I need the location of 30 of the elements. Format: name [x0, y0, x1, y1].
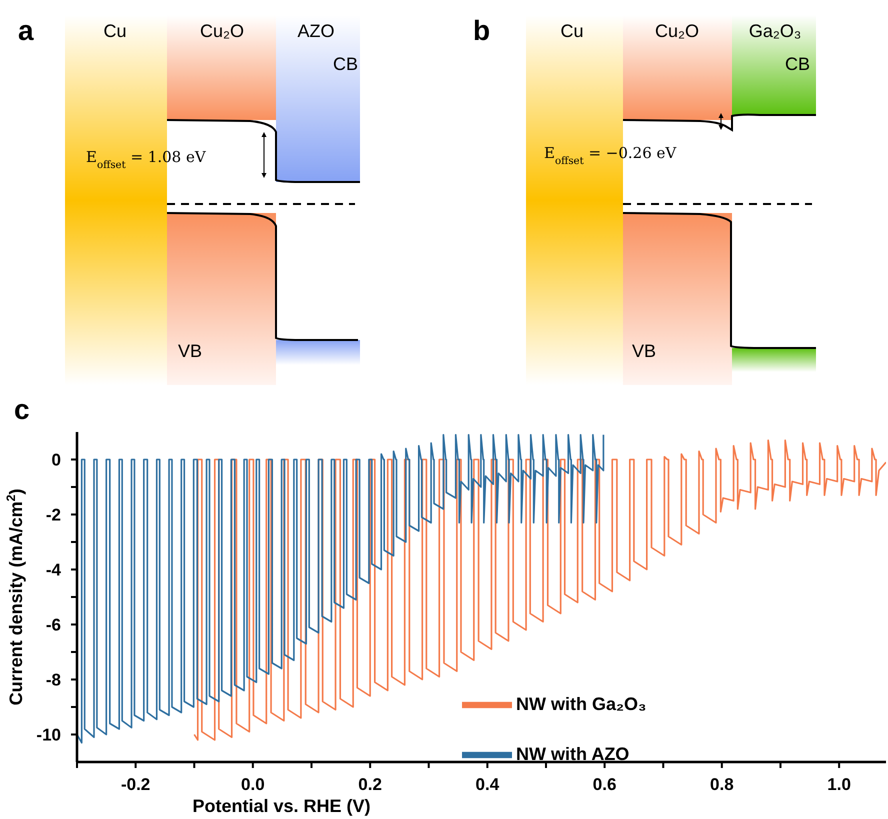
x-tick-label: 0.4 — [476, 775, 500, 794]
text: VB — [178, 341, 202, 361]
x-axis-title: Potential vs. RHE (V) — [192, 796, 371, 816]
y-tick-label: -6 — [46, 616, 61, 634]
legend-label: NW with AZO — [516, 744, 630, 764]
x-tick-label: 0.0 — [241, 775, 265, 794]
y-tick-label: -10 — [36, 726, 61, 744]
x-tick-label: 0.2 — [358, 775, 382, 794]
line-series — [193, 439, 886, 741]
text: a — [18, 15, 34, 46]
text: Cu₂O — [655, 21, 699, 41]
y-tick-label: -8 — [46, 670, 61, 690]
text: Cu — [560, 21, 584, 41]
chart-title: c — [14, 394, 30, 426]
y-tick-label: 0 — [52, 450, 61, 470]
x-tick-label: 1.0 — [827, 775, 851, 794]
text: Cu — [103, 21, 127, 41]
x-tick-label: 0.6 — [592, 775, 616, 794]
text: AZO — [297, 21, 335, 41]
x-tick-label: 0.8 — [710, 775, 734, 794]
text: Cu₂O — [200, 21, 244, 41]
x-tick-label: -0.2 — [120, 775, 150, 794]
legend-label: NW with Ga₂O₃ — [516, 694, 646, 714]
text: VB — [632, 341, 656, 361]
text: b — [473, 15, 490, 46]
text: CB — [332, 54, 358, 74]
y-tick-label: -4 — [46, 560, 62, 580]
text: CB — [784, 54, 810, 74]
text: Ga₂O₃ — [748, 21, 802, 41]
y-tick-label: -2 — [46, 506, 61, 524]
